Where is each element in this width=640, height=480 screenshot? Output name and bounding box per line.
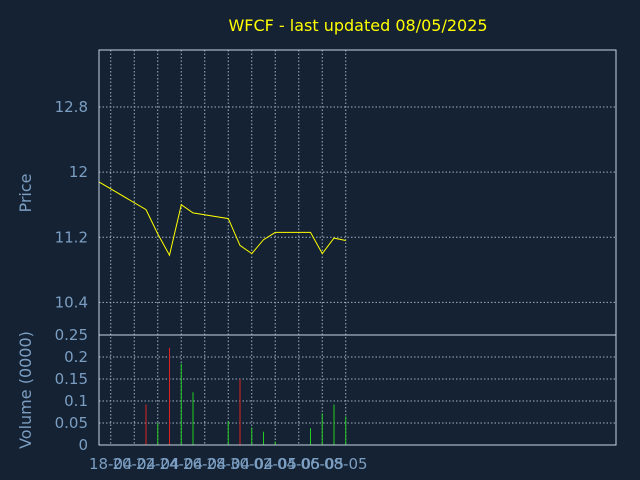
x-tick-label: 30-04 — [230, 455, 274, 473]
price-panel-frame — [98, 49, 617, 336]
volume-tick-label: 0.05 — [55, 414, 88, 432]
price-tick-label: 12 — [69, 163, 88, 181]
chart-title: WFCF - last updated 08/05/2025 — [228, 16, 487, 35]
x-tick-label: 18-04 — [89, 455, 133, 473]
x-tick-label: 22-04 — [136, 455, 180, 473]
x-tick-label: 28-04 — [206, 455, 250, 473]
price-axis-label: Price — [16, 173, 35, 212]
price-line — [98, 181, 346, 257]
x-tick-label: 04-05 — [277, 455, 321, 473]
price-tick-label: 11.2 — [55, 228, 88, 246]
volume-tick-label: 0.15 — [55, 370, 88, 388]
x-tick-label: 24-04 — [159, 455, 203, 473]
x-tick-label: 08-05 — [324, 455, 368, 473]
volume-tick-label: 0.25 — [55, 326, 88, 344]
volume-axis-label: Volume (0000) — [16, 331, 35, 449]
volume-tick-label: 0.2 — [64, 348, 88, 366]
x-tick-label: 06-05 — [300, 455, 344, 473]
volume-panel-frame — [98, 334, 617, 446]
volume-tick-label: 0 — [78, 436, 88, 454]
price-tick-label: 12.8 — [55, 98, 88, 116]
x-tick-label: 20-04 — [112, 455, 156, 473]
price-tick-label: 10.4 — [55, 293, 88, 311]
volume-tick-label: 0.1 — [64, 392, 88, 410]
x-tick-label: 26-04 — [183, 455, 227, 473]
x-tick-label: 02-05 — [253, 455, 297, 473]
